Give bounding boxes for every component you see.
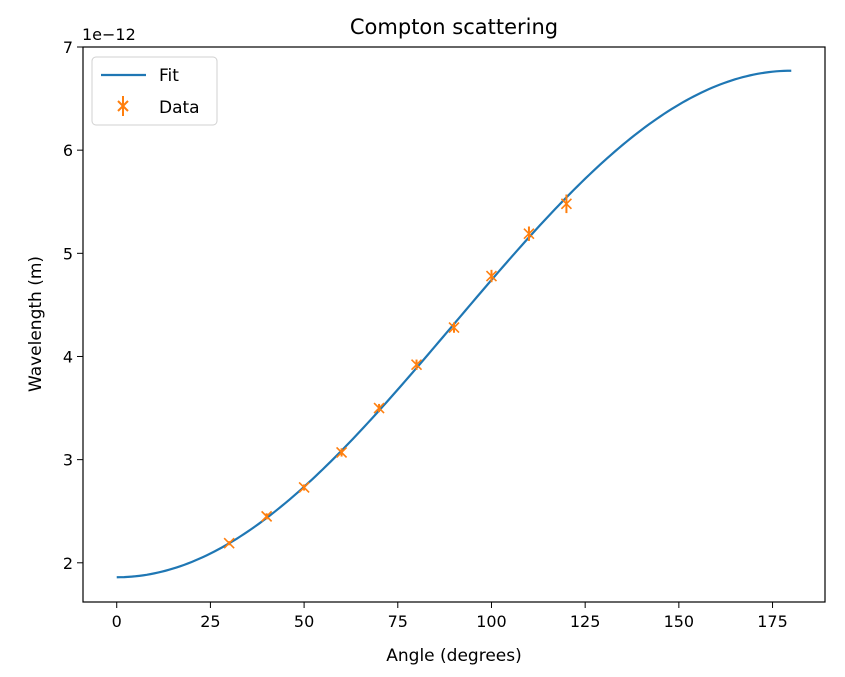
data-point <box>298 481 310 494</box>
x-tick-label: 50 <box>294 612 314 631</box>
data-point <box>448 322 460 334</box>
y-axis: 2 3 4 5 6 7 <box>63 38 83 573</box>
legend-data-swatch <box>117 96 129 116</box>
plot-frame <box>82 46 826 603</box>
data-point <box>485 269 498 283</box>
x-axis-label: Angle (degrees) <box>386 646 521 666</box>
x-tick-label: 25 <box>200 612 220 631</box>
data-point <box>523 226 535 241</box>
data-point <box>336 446 348 458</box>
x-tick-label: 0 <box>112 612 122 631</box>
x-tick-label: 175 <box>757 612 788 631</box>
x-tick-label: 125 <box>570 612 601 631</box>
y-axis-label: Wavelength (m) <box>26 256 46 392</box>
plot-layer <box>116 69 792 579</box>
y-tick-label: 7 <box>63 38 73 57</box>
y-tick-label: 4 <box>63 347 73 366</box>
legend-fit-label: Fit <box>159 66 179 86</box>
data-point <box>410 359 423 371</box>
x-tick-label: 100 <box>476 612 507 631</box>
x-axis: 0 25 50 75 100 125 150 175 <box>112 602 788 631</box>
y-tick-label: 2 <box>63 554 73 573</box>
y-offset-text: 1e−12 <box>82 25 136 44</box>
chart-title: Compton scattering <box>350 15 558 39</box>
y-tick-label: 5 <box>63 244 73 263</box>
data-point <box>373 402 385 414</box>
y-tick-label: 6 <box>63 141 73 160</box>
data-point <box>560 194 572 214</box>
x-tick-label: 75 <box>388 612 408 631</box>
x-tick-label: 150 <box>664 612 695 631</box>
data-point <box>261 510 273 522</box>
legend: Fit Data <box>91 56 218 126</box>
data-point <box>223 537 235 549</box>
legend-data-label: Data <box>159 98 200 118</box>
y-tick-label: 3 <box>63 451 73 470</box>
